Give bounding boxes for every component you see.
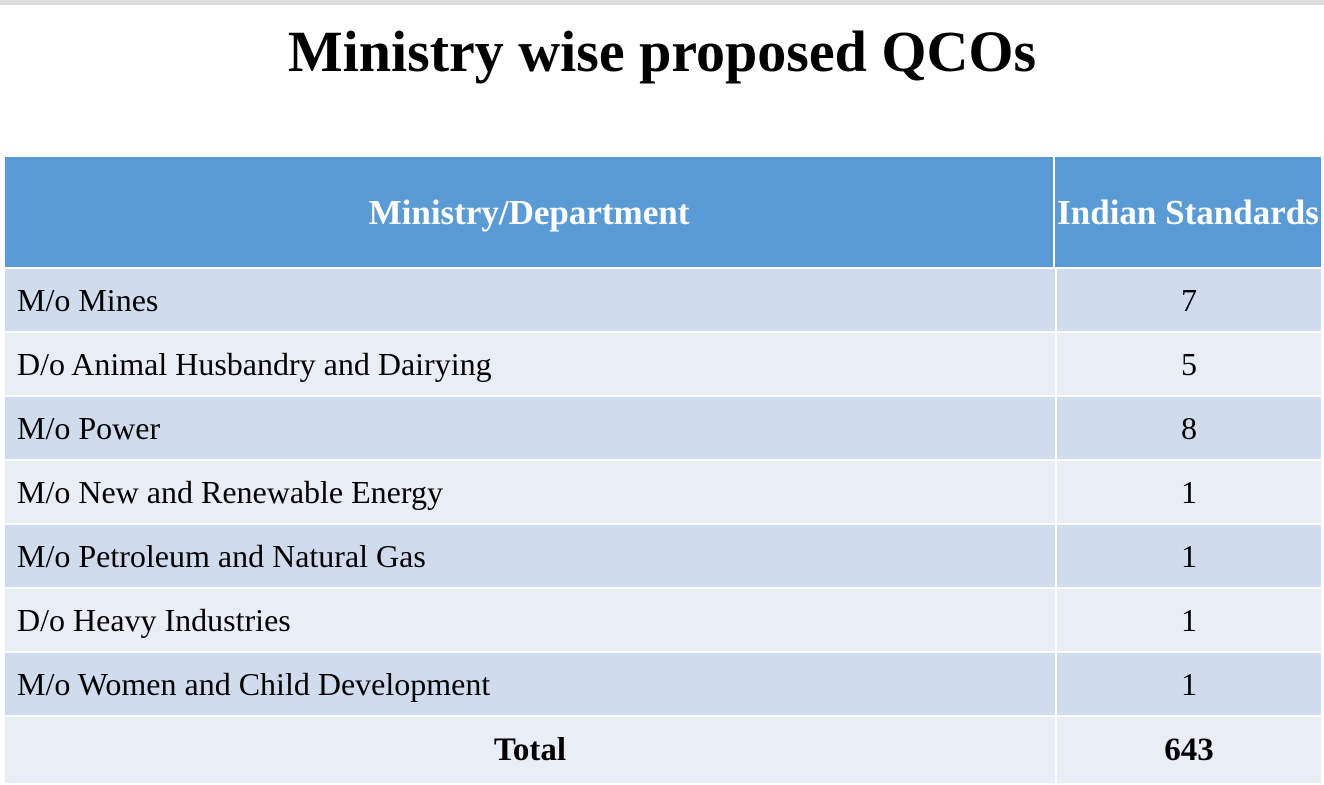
cell-total-label: Total <box>5 717 1055 783</box>
column-header-department: Ministry/Department <box>5 157 1055 267</box>
header-row: Ministry/Department Indian Standards <box>5 157 1321 267</box>
cell-indian-standards: 1 <box>1055 589 1321 651</box>
cell-indian-standards: 1 <box>1055 461 1321 523</box>
table-header: Ministry/Department Indian Standards <box>5 157 1321 267</box>
cell-department: M/o Petroleum and Natural Gas <box>5 525 1055 587</box>
cell-indian-standards: 1 <box>1055 653 1321 715</box>
table-row: D/o Animal Husbandry and Dairying 5 <box>5 333 1321 395</box>
cell-total-indian-standards: 643 <box>1055 717 1321 783</box>
cell-indian-standards: 5 <box>1055 333 1321 395</box>
cell-department: D/o Animal Husbandry and Dairying <box>5 333 1055 395</box>
cell-department: M/o Women and Child Development <box>5 653 1055 715</box>
table-row: M/o Women and Child Development 1 <box>5 653 1321 715</box>
cell-department: M/o New and Renewable Energy <box>5 461 1055 523</box>
qco-table-container: Ministry/Department Indian Standards M/o… <box>5 155 1321 785</box>
cell-indian-standards: 1 <box>1055 525 1321 587</box>
ministry-qco-table: Ministry/Department Indian Standards M/o… <box>5 155 1321 785</box>
cell-indian-standards: 8 <box>1055 397 1321 459</box>
table-body: M/o Mines 7 D/o Animal Husbandry and Dairy… <box>5 269 1321 783</box>
top-edge-strip <box>0 0 1324 5</box>
table-total-row: Total 643 <box>5 717 1321 783</box>
cell-department: D/o Heavy Industries <box>5 589 1055 651</box>
cell-department: M/o Power <box>5 397 1055 459</box>
page-title: Ministry wise proposed QCOs <box>287 19 1037 84</box>
cell-department: M/o Mines <box>5 269 1055 331</box>
cell-indian-standards: 7 <box>1055 269 1321 331</box>
table-row: M/o Power 8 <box>5 397 1321 459</box>
table-row: M/o Mines 7 <box>5 269 1321 331</box>
table-row: M/o New and Renewable Energy 1 <box>5 461 1321 523</box>
table-row: M/o Petroleum and Natural Gas 1 <box>5 525 1321 587</box>
table-row: D/o Heavy Industries 1 <box>5 589 1321 651</box>
column-header-indian-standards: Indian Standards <box>1055 157 1321 267</box>
